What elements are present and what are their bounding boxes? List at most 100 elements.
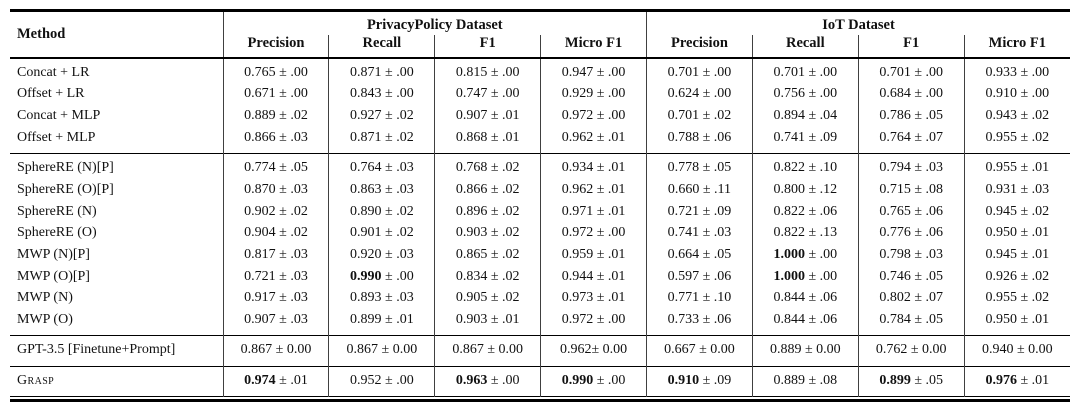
column-header-recall-2: Recall <box>751 34 859 58</box>
metric-cell: 0.934 ± .01 <box>540 153 647 180</box>
metric-cell: 0.990 ± .00 <box>540 366 647 397</box>
column-header-precision-1: Precision <box>222 34 329 58</box>
metric-cell: 0.889 ± .08 <box>751 366 859 397</box>
metric-cell: 0.843 ± .00 <box>328 83 435 106</box>
metric-cell: 0.963 ± .00 <box>434 366 541 397</box>
metric-value: 0.768 <box>455 160 488 176</box>
metric-cell: 0.962 ± .01 <box>540 127 647 154</box>
metric-cell: 1.000 ± .00 <box>751 244 859 267</box>
method-cell: SphereRE (O)[P] <box>17 181 114 197</box>
column-header-micro-f1-1: Micro F1 <box>540 34 647 58</box>
metric-value: 0.733 <box>667 312 700 328</box>
metric-cell: 0.974 ± .01 <box>222 366 329 397</box>
metric-value: 0.867 <box>452 342 484 358</box>
metric-value: 0.660 <box>667 181 700 197</box>
metric-value: 0.963 <box>455 372 488 388</box>
metric-value: 0.844 <box>773 312 805 328</box>
metric-value: 0.904 <box>244 225 276 241</box>
metric-value: 0.974 <box>244 372 276 388</box>
metric-value: 0.905 <box>455 290 488 306</box>
row-group-2: SphereRE (N)[P] 0.774 ± .05 0.764 ± .03 0.7… <box>10 153 1070 336</box>
metric-cell: 0.889 ± 0.00 <box>751 335 859 367</box>
metric-value: 0.945 <box>985 247 1017 262</box>
metric-cell: 0.976 ± .01 <box>963 366 1070 397</box>
table-row: Offset + MLP 0.866 ± .03 0.871 ± .02 0.868 … <box>10 127 1070 154</box>
metric-value: 0.907 <box>455 108 488 124</box>
method-cell: Grasp <box>17 372 55 388</box>
metric-value: 0.893 <box>350 290 382 306</box>
metric-value: 0.962 <box>559 342 592 358</box>
metric-cell: 0.671 ± .00 <box>222 83 329 106</box>
metric-cell: 0.597 ± .06 <box>646 266 753 288</box>
column-header-micro-f1-2: Micro F1 <box>963 34 1070 58</box>
group-header-iot-dataset: IoT Dataset <box>646 10 1070 35</box>
metric-value: 0.863 <box>350 181 382 197</box>
column-header-precision-2: Precision <box>646 34 753 58</box>
metric-value: 0.664 <box>667 247 700 262</box>
metric-value: 0.889 <box>773 372 805 388</box>
metric-cell: 0.746 ± .05 <box>857 266 965 288</box>
table-row: SphereRE (O)[P] 0.870 ± .03 0.863 ± .03 0.8… <box>10 179 1070 202</box>
metric-value: 0.868 <box>455 129 488 145</box>
metric-value: 0.866 <box>244 129 276 145</box>
metric-cell: 0.868 ± .01 <box>434 127 541 154</box>
metric-value: 0.822 <box>773 203 805 219</box>
metric-cell: 0.667 ± 0.00 <box>646 335 753 367</box>
metric-value: 0.865 <box>455 247 488 262</box>
method-cell: SphereRE (N) <box>17 203 97 219</box>
metric-value: 0.822 <box>773 225 805 241</box>
metric-value: 0.899 <box>879 372 911 388</box>
table-row: GPT-3.5 [Finetune+Prompt] 0.867 ± 0.00 0.8… <box>10 335 1070 367</box>
metric-cell: 0.907 ± .03 <box>222 309 329 336</box>
results-table: Method PrivacyPolicy Dataset IoT Dataset… <box>10 9 1070 397</box>
metric-value: 0.910 <box>667 372 700 388</box>
metric-value: 0.927 <box>350 108 382 124</box>
metric-cell: 0.741 ± .09 <box>751 127 859 154</box>
table-row: MWP (O) 0.907 ± .03 0.899 ± .01 0.903 ± .01… <box>10 309 1070 336</box>
metric-cell: 0.971 ± .01 <box>540 201 647 223</box>
row-group-4: Grasp 0.974 ± .01 0.952 ± .00 0.963 ± .00 0.… <box>10 366 1070 397</box>
metric-cell: 0.866 ± .02 <box>434 179 541 202</box>
metric-cell: 0.903 ± .02 <box>434 222 541 245</box>
metric-cell: 0.947 ± .00 <box>540 57 647 84</box>
metric-value: 0.962 <box>561 181 594 197</box>
metric-cell: 0.765 ± .00 <box>222 57 329 84</box>
metric-cell: 0.870 ± .03 <box>222 179 329 202</box>
metric-cell: 0.890 ± .02 <box>328 201 435 223</box>
metric-value: 0.667 <box>664 342 696 358</box>
metric-cell: 0.926 ± .02 <box>963 266 1070 288</box>
metric-value: 0.765 <box>244 64 276 80</box>
metric-value: 0.972 <box>561 312 594 328</box>
metric-value: 0.945 <box>985 203 1017 219</box>
metric-value: 0.907 <box>244 312 276 328</box>
metric-cell: 0.865 ± .02 <box>434 244 541 267</box>
metric-value: 0.721 <box>667 203 700 219</box>
metric-cell: 0.920 ± .03 <box>328 244 435 267</box>
metric-value: 0.899 <box>350 312 382 328</box>
metric-cell: 0.907 ± .01 <box>434 105 541 128</box>
metric-value: 0.684 <box>879 86 911 102</box>
metric-value: 0.798 <box>879 247 911 262</box>
metric-value: 0.972 <box>561 225 594 241</box>
metric-value: 0.867 <box>346 342 379 358</box>
metric-value: 0.794 <box>879 160 911 176</box>
metric-value: 0.721 <box>244 268 276 284</box>
metric-cell: 0.871 ± .02 <box>328 127 435 154</box>
metric-cell: 0.802 ± .07 <box>857 287 965 310</box>
metric-cell: 0.822 ± .13 <box>751 222 859 245</box>
table-row: MWP (N)[P] 0.817 ± .03 0.920 ± .03 0.865 ± … <box>10 244 1070 267</box>
table-row: Concat + MLP 0.889 ± .02 0.927 ± .02 0.907 … <box>10 105 1070 128</box>
metric-cell: 0.929 ± .00 <box>540 83 647 106</box>
metric-cell: 0.910 ± .00 <box>963 83 1070 106</box>
metric-value: 0.947 <box>561 64 594 80</box>
metric-value: 0.866 <box>455 181 488 197</box>
metric-cell: 0.747 ± .00 <box>434 83 541 106</box>
metric-value: 0.952 <box>350 372 382 388</box>
metric-cell: 0.844 ± .06 <box>751 287 859 310</box>
metric-cell: 0.776 ± .06 <box>857 222 965 245</box>
metric-cell: 0.972 ± .00 <box>540 309 647 336</box>
metric-value: 0.955 <box>985 129 1017 145</box>
metric-value: 0.920 <box>350 247 382 262</box>
metric-value: 0.701 <box>879 64 911 80</box>
table-row: SphereRE (N)[P] 0.774 ± .05 0.764 ± .03 0.7… <box>10 153 1070 180</box>
